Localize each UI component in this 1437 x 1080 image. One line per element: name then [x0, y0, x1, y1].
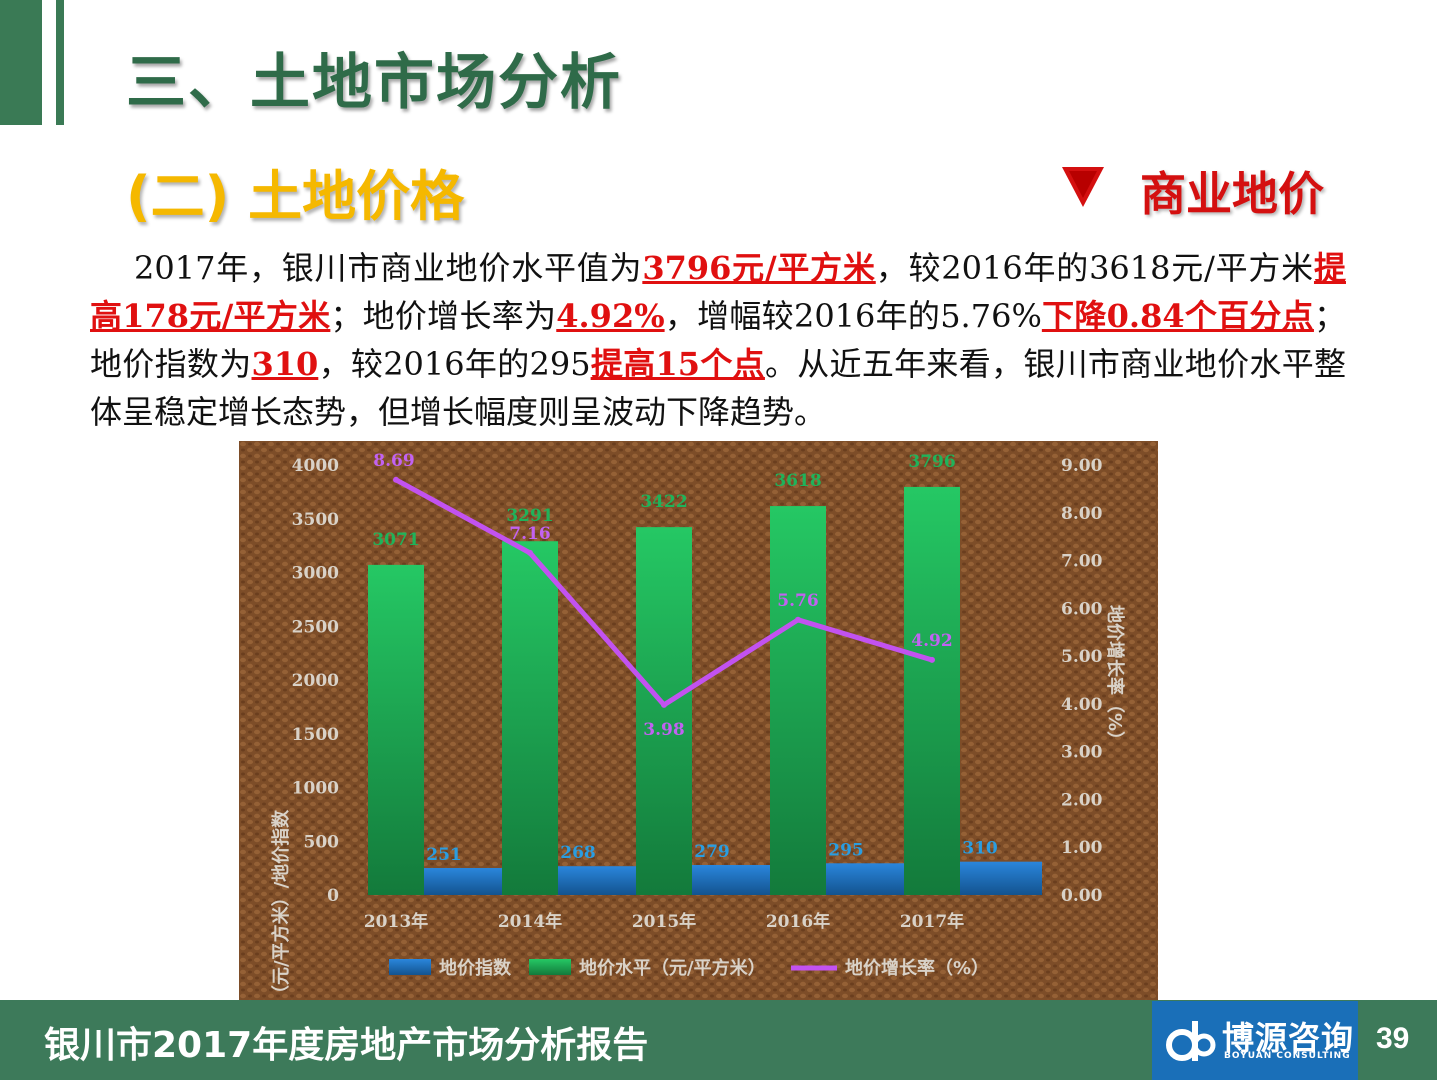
header-accent-bar [0, 0, 42, 125]
index-data-label: 295 [828, 840, 864, 860]
growth-rate-point [929, 656, 935, 663]
page-title: 三、土地市场分析 [126, 48, 622, 118]
para-text: ，较2016年的295 [318, 345, 591, 383]
index-data-label: 279 [694, 842, 730, 862]
rate-data-label: 3.98 [643, 720, 684, 740]
legend-swatch-index [389, 959, 431, 975]
analysis-paragraph: 2017年，银川市商业地价水平值为3796元/平方米，较2016年的3618元/… [90, 244, 1346, 436]
y2-tick-label: 7.00 [1061, 552, 1103, 572]
y2-tick-label: 9.00 [1061, 456, 1103, 476]
y-tick-label: 3500 [292, 510, 339, 530]
chart-svg: 0 500 1000 1500 2000 2500 3000 3500 4000 0.00 1.0… [239, 441, 1158, 1075]
logo-text-cn: 博源咨询 [1222, 1019, 1355, 1057]
index-bar [424, 868, 506, 895]
rate-data-label: 5.76 [777, 591, 818, 611]
para-highlight: 下降0.84个百分点 [1041, 297, 1314, 335]
land-price-chart: 0 500 1000 1500 2000 2500 3000 3500 4000 0.00 1.0… [239, 441, 1158, 1075]
x-tick-label: 2013年 [364, 911, 428, 932]
down-triangle-icon [1062, 167, 1104, 207]
para-text: ；地价指数为 [90, 297, 1346, 383]
y2-tick-label: 8.00 [1061, 504, 1103, 524]
x-tick-label: 2017年 [900, 911, 964, 932]
para-highlight: 4.92% [556, 297, 665, 335]
price-data-label: 3422 [640, 492, 687, 512]
legend-swatch-price [529, 959, 571, 975]
para-highlight: 3796元/平方米 [642, 249, 876, 287]
price-bar [904, 486, 960, 895]
price-bar [502, 541, 558, 895]
y-tick-label: 500 [304, 832, 340, 852]
price-data-label: 3291 [506, 506, 553, 526]
index-data-label: 268 [560, 843, 596, 863]
price-data-label: 3796 [908, 452, 955, 472]
para-text: 2017年，银川市商业地价水平值为 [134, 249, 643, 287]
y2-tick-label: 2.00 [1061, 790, 1103, 810]
growth-rate-point [527, 549, 533, 556]
x-tick-label: 2014年 [498, 911, 562, 932]
y-tick-label: 4000 [292, 456, 339, 476]
index-bar [826, 863, 908, 895]
y2-tick-label: 6.00 [1061, 599, 1103, 619]
report-title: 银川市2017年度房地产市场分析报告 [44, 1025, 649, 1066]
y2-tick-label: 0.00 [1061, 886, 1103, 906]
boyuan-logo-icon [1166, 1021, 1216, 1061]
price-bar [368, 564, 424, 895]
para-highlight: 提高178元/平方米 [90, 249, 1346, 335]
para-text: ，增幅较2016年的5.76% [664, 297, 1042, 335]
y-tick-label: 1000 [292, 779, 339, 799]
price-bar [636, 527, 692, 895]
y2-axis-label: 地价增长率（%） [1104, 605, 1126, 749]
legend-label-index: 地价指数 [439, 957, 512, 979]
section-label: 商业地价 [1140, 167, 1324, 221]
price-data-label: 3071 [372, 530, 419, 550]
rate-data-label: 8.69 [373, 451, 414, 471]
section-subtitle: (二) 土地价格 [126, 165, 465, 228]
growth-rate-point [393, 476, 399, 483]
para-highlight: 310 [251, 345, 319, 383]
company-logo: 博源咨询 BOYUAN CONSULTING [1152, 1001, 1358, 1080]
index-data-label: 251 [426, 845, 462, 865]
rate-data-label: 7.16 [509, 524, 550, 544]
y2-tick-label: 5.00 [1061, 647, 1103, 667]
para-text: 。从近五年来看，银川市商业地价水平整体呈稳定增长态势，但增长幅度则呈波动下降趋势… [90, 345, 1346, 431]
header-accent-stripe [56, 0, 64, 125]
index-bar [558, 866, 640, 895]
x-tick-label: 2016年 [766, 911, 830, 932]
y-axis-label: 地价水平（元/平方米）/地价指数 [270, 809, 292, 1001]
x-tick-label: 2015年 [632, 911, 696, 932]
legend-label-rate: 地价增长率（%） [845, 957, 989, 979]
y-tick-label: 3000 [292, 564, 339, 584]
logo-text-en: BOYUAN CONSULTING [1224, 1051, 1351, 1061]
index-data-label: 310 [962, 839, 998, 859]
growth-rate-point [661, 701, 667, 708]
y2-tick-label: 4.00 [1061, 695, 1103, 715]
para-text: ；地价增长率为 [330, 297, 557, 335]
legend-label-price: 地价水平（元/平方米） [579, 957, 766, 979]
y-tick-label: 2500 [292, 617, 339, 637]
index-bar [960, 861, 1042, 895]
index-bar [692, 865, 774, 895]
price-data-label: 3618 [774, 471, 821, 491]
y-tick-label: 2000 [292, 671, 339, 691]
y2-tick-label: 3.00 [1061, 743, 1103, 763]
y-tick-label: 0 [327, 886, 339, 906]
price-bar [770, 506, 826, 895]
para-highlight: 提高15个点 [590, 345, 765, 383]
chart-legend: 地价指数 地价水平（元/平方米） 地价增长率（%） [389, 957, 989, 979]
para-text: ，较2016年的3618元/平方米 [875, 249, 1314, 287]
y2-tick-label: 1.00 [1061, 838, 1103, 858]
page-number: 39 [1376, 1022, 1410, 1055]
rate-data-label: 4.92 [911, 631, 952, 651]
y-tick-label: 1500 [292, 725, 339, 745]
growth-rate-point [795, 616, 801, 623]
